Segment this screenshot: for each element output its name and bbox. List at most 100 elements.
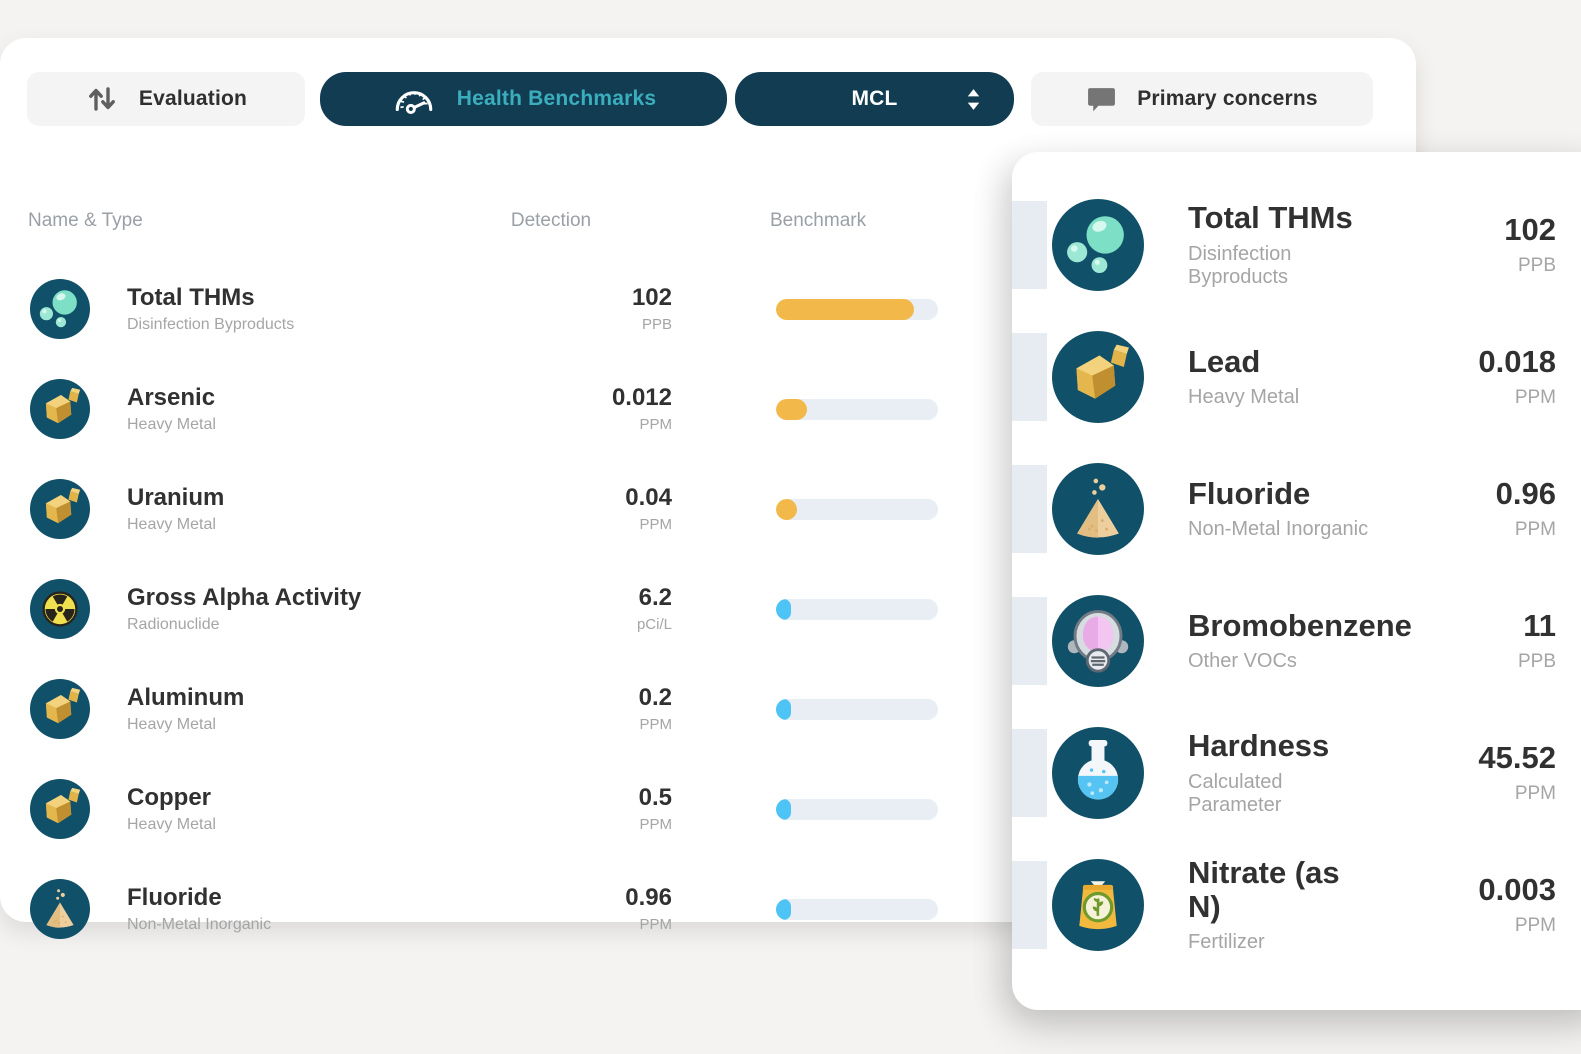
powder-pile-icon [1052,463,1144,555]
detection-value: 0.04 [625,484,672,512]
gold-nugget-icon [30,379,90,439]
table-row[interactable]: Fluoride Non-Metal Inorganic 0.96 PPM [0,859,1416,959]
contaminant-type: Disinfection Byproducts [127,315,295,333]
comment-icon [1086,85,1117,114]
contaminant-table: Total THMs Disinfection Byproducts 102 P… [0,259,1416,959]
contaminant-name: Fluoride [127,884,222,912]
toolbar: Evaluation Health Benchmarks MCL [27,72,1389,126]
detection-unit: pCi/L [636,615,672,633]
primary-concerns-button[interactable]: Primary concerns [1031,72,1373,126]
header-benchmark: Benchmark [770,210,867,231]
contaminant-name: Arsenic [127,384,216,412]
detection-unit: PPM [639,515,672,533]
detection-value: 102 [631,284,672,312]
contaminant-name: Fluoride [1188,475,1311,511]
mcl-label: MCL [851,87,898,110]
contaminant-type: Other VOCs [1188,650,1297,673]
card-row[interactable]: Hardness Calculated Parameter 45.52 PPM [1012,707,1581,839]
detection-value: 11 [1523,608,1556,644]
card-row[interactable]: Total THMs Disinfection Byproducts 102 P… [1012,179,1581,311]
detection-unit: PPM [639,715,672,733]
bubbles-icon [1052,199,1144,291]
card-row-list: Total THMs Disinfection Byproducts 102 P… [1012,179,1581,971]
detection-value: 0.2 [638,684,672,712]
primary-concerns-label: Primary concerns [1137,87,1318,110]
benchmark-bar [776,898,938,920]
benchmark-bar [776,298,938,320]
contaminant-type: Heavy Metal [127,815,216,833]
contaminant-type: Disinfection Byproducts [1188,242,1292,288]
row-stripe [1012,729,1047,817]
contaminant-name: Copper [127,784,211,812]
contaminant-type: Heavy Metal [127,715,216,733]
table-header-row: Name & Type Detection Benchmark [0,210,1416,240]
table-row[interactable]: Gross Alpha Activity Radionuclide 6.2 pC… [0,559,1416,659]
row-stripe [1012,201,1047,289]
detection-unit: PPM [1514,782,1556,804]
gold-nugget-icon [30,779,90,839]
dropdown-sort-icon [965,87,982,112]
card-row[interactable]: Nitrate (as N) Fertilizer 0.003 PPM [1012,839,1581,971]
contaminant-name: Nitrate (as N) [1188,854,1340,924]
benchmark-bar [776,598,938,620]
table-row[interactable]: Aluminum Heavy Metal 0.2 PPM [0,659,1416,759]
detection-value: 0.5 [638,784,672,812]
contaminant-type: Radionuclide [127,615,220,633]
gas-mask-icon [1052,595,1144,687]
contaminant-type: Non-Metal Inorganic [1188,518,1369,541]
bubbles-icon [30,279,90,339]
detection-unit: PPM [1514,386,1556,408]
contaminant-detail-card: Total THMs Disinfection Byproducts 102 P… [1012,152,1581,1010]
row-stripe [1012,333,1047,421]
detection-value: 0.018 [1478,344,1556,380]
benchmark-bar [776,398,938,420]
evaluation-button[interactable]: Evaluation [27,72,305,126]
contaminant-name: Total THMs [127,284,255,312]
detection-unit: PPB [1517,650,1556,672]
contaminant-name: Hardness [1188,728,1330,764]
detection-unit: PPB [1517,254,1556,276]
contaminant-name: Uranium [127,484,225,512]
detection-unit: PPM [639,915,672,933]
evaluation-label: Evaluation [138,87,248,110]
contaminant-type: Heavy Metal [1188,386,1300,409]
header-detection: Detection [510,210,592,231]
contaminant-name: Aluminum [127,684,245,712]
contaminant-type: Non-Metal Inorganic [127,915,272,933]
contaminant-type: Heavy Metal [127,415,216,433]
detection-value: 0.96 [1495,476,1556,512]
health-benchmarks-label: Health Benchmarks [456,87,657,110]
detection-value: 45.52 [1478,740,1556,776]
detection-unit: PPM [639,815,672,833]
detection-unit: PPM [1514,518,1556,540]
row-stripe [1012,465,1047,553]
detection-value: 0.003 [1478,872,1556,908]
contaminant-type: Heavy Metal [127,515,216,533]
gold-nugget-icon [1052,331,1144,423]
benchmark-bar [776,798,938,820]
table-row[interactable]: Total THMs Disinfection Byproducts 102 P… [0,259,1416,359]
table-row[interactable]: Uranium Heavy Metal 0.04 PPM [0,459,1416,559]
contaminant-type: Calculated Parameter [1188,770,1283,816]
card-row[interactable]: Bromobenzene Other VOCs 11 PPB [1012,575,1581,707]
gold-nugget-icon [30,679,90,739]
contaminant-name: Total THMs [1188,200,1353,236]
row-stripe [1012,597,1047,685]
fertilizer-bag-icon [1052,859,1144,951]
radiation-icon [30,579,90,639]
contaminant-type: Fertilizer [1188,931,1265,954]
sort-arrows-icon [85,82,119,116]
benchmark-bar [776,498,938,520]
table-row[interactable]: Arsenic Heavy Metal 0.012 PPM [0,359,1416,459]
detection-value: 102 [1504,212,1556,248]
gold-nugget-icon [30,479,90,539]
detection-unit: PPB [641,315,672,333]
mcl-dropdown[interactable]: MCL [735,72,1014,126]
card-row[interactable]: Fluoride Non-Metal Inorganic 0.96 PPM [1012,443,1581,575]
card-row[interactable]: Lead Heavy Metal 0.018 PPM [1012,311,1581,443]
flask-icon [1052,727,1144,819]
detection-value: 0.96 [625,884,672,912]
detection-value: 6.2 [638,584,672,612]
table-row[interactable]: Copper Heavy Metal 0.5 PPM [0,759,1416,859]
health-benchmarks-tab[interactable]: Health Benchmarks [320,72,727,126]
